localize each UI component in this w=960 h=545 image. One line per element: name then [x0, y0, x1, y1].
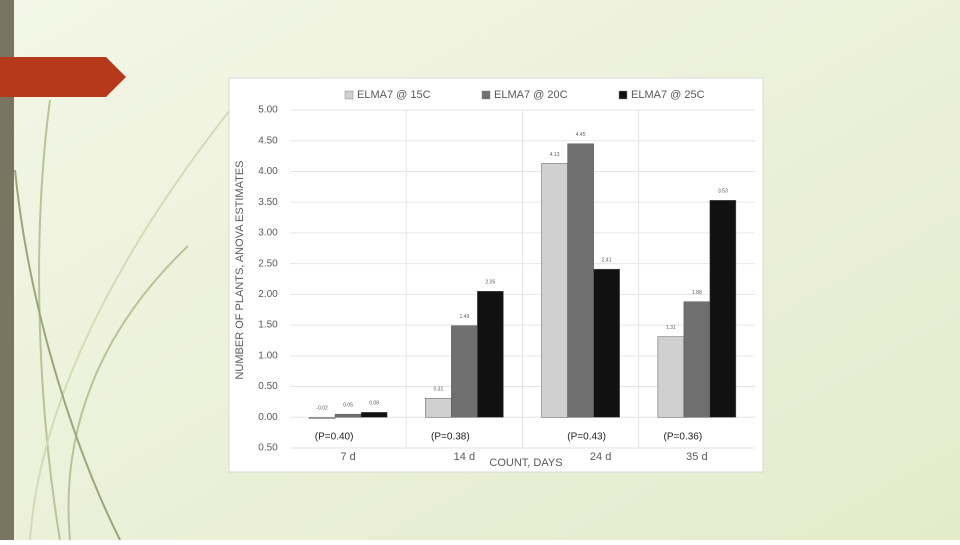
- annotation: (P=0.36): [664, 432, 703, 443]
- title-banner: [0, 57, 126, 97]
- y-tick-label: 4.00: [258, 166, 278, 177]
- y-tick-label: 2.50: [258, 258, 278, 269]
- y-tick-label: 0.50: [258, 443, 278, 454]
- y-tick-label: 3.00: [258, 228, 278, 239]
- bar: [425, 397, 452, 418]
- y-axis-title: NUMBER OF PLANTS, ANOVA ESTIMATES: [234, 160, 246, 379]
- x-tick-label: 7 d: [340, 451, 355, 463]
- x-tick-label: 24 d: [590, 451, 611, 463]
- legend-label: ELMA7 @ 15C: [357, 89, 431, 101]
- value-label: 0.05: [343, 403, 353, 409]
- y-tick-label: 1.50: [258, 320, 278, 331]
- legend-swatch: [481, 90, 491, 100]
- value-label: 2.05: [486, 280, 496, 286]
- y-tick-label: 0.50: [258, 381, 278, 392]
- y-tick-label: 4.50: [258, 135, 278, 146]
- annotation: (P=0.40): [315, 432, 354, 443]
- value-label: 1.31: [666, 325, 676, 331]
- bar: [308, 417, 336, 419]
- bar: [477, 291, 504, 418]
- y-tick-label: 2.00: [258, 289, 278, 300]
- bar: [451, 325, 478, 418]
- side-strip: [0, 0, 14, 540]
- annotation: (P=0.38): [431, 432, 470, 443]
- legend-swatch: [618, 90, 628, 100]
- value-label: 2.41: [602, 257, 612, 263]
- y-tick-label: 1.00: [258, 350, 278, 361]
- value-label: 3.53: [718, 189, 728, 195]
- decor-curves: [14, 99, 231, 541]
- value-label: -0.02: [316, 406, 328, 412]
- bar: [567, 143, 594, 418]
- bar: [541, 163, 568, 418]
- y-tick-label: 0.00: [258, 412, 278, 423]
- value-label: 4.45: [576, 132, 586, 138]
- legend-swatch: [344, 90, 354, 100]
- value-label: 1.49: [460, 314, 470, 320]
- plot: 0.50 0.00 0.50 1.00 1.50 2.00 2.50 3.00 3.50 4.00…: [258, 89, 755, 463]
- x-tick-label: 35 d: [686, 451, 707, 463]
- x-tick-label: 14 d: [454, 451, 475, 463]
- legend-label: ELMA7 @ 20C: [494, 89, 568, 101]
- bar: [360, 412, 388, 418]
- value-label: 1.88: [692, 290, 702, 296]
- x-axis-title: COUNT, DAYS: [489, 457, 562, 469]
- y-tick-label: 3.50: [258, 197, 278, 208]
- bar: [593, 268, 620, 418]
- bar: [683, 301, 711, 418]
- bar: [657, 336, 685, 418]
- value-label: 4.13: [550, 152, 560, 158]
- annotation: (P=0.43): [567, 432, 606, 443]
- y-tick-label: 5.00: [258, 105, 278, 116]
- value-label: 0.31: [434, 387, 444, 393]
- legend-label: ELMA7 @ 25C: [631, 89, 705, 101]
- bar: [334, 413, 362, 418]
- bar: [709, 200, 737, 418]
- value-label: 0.08: [369, 401, 379, 407]
